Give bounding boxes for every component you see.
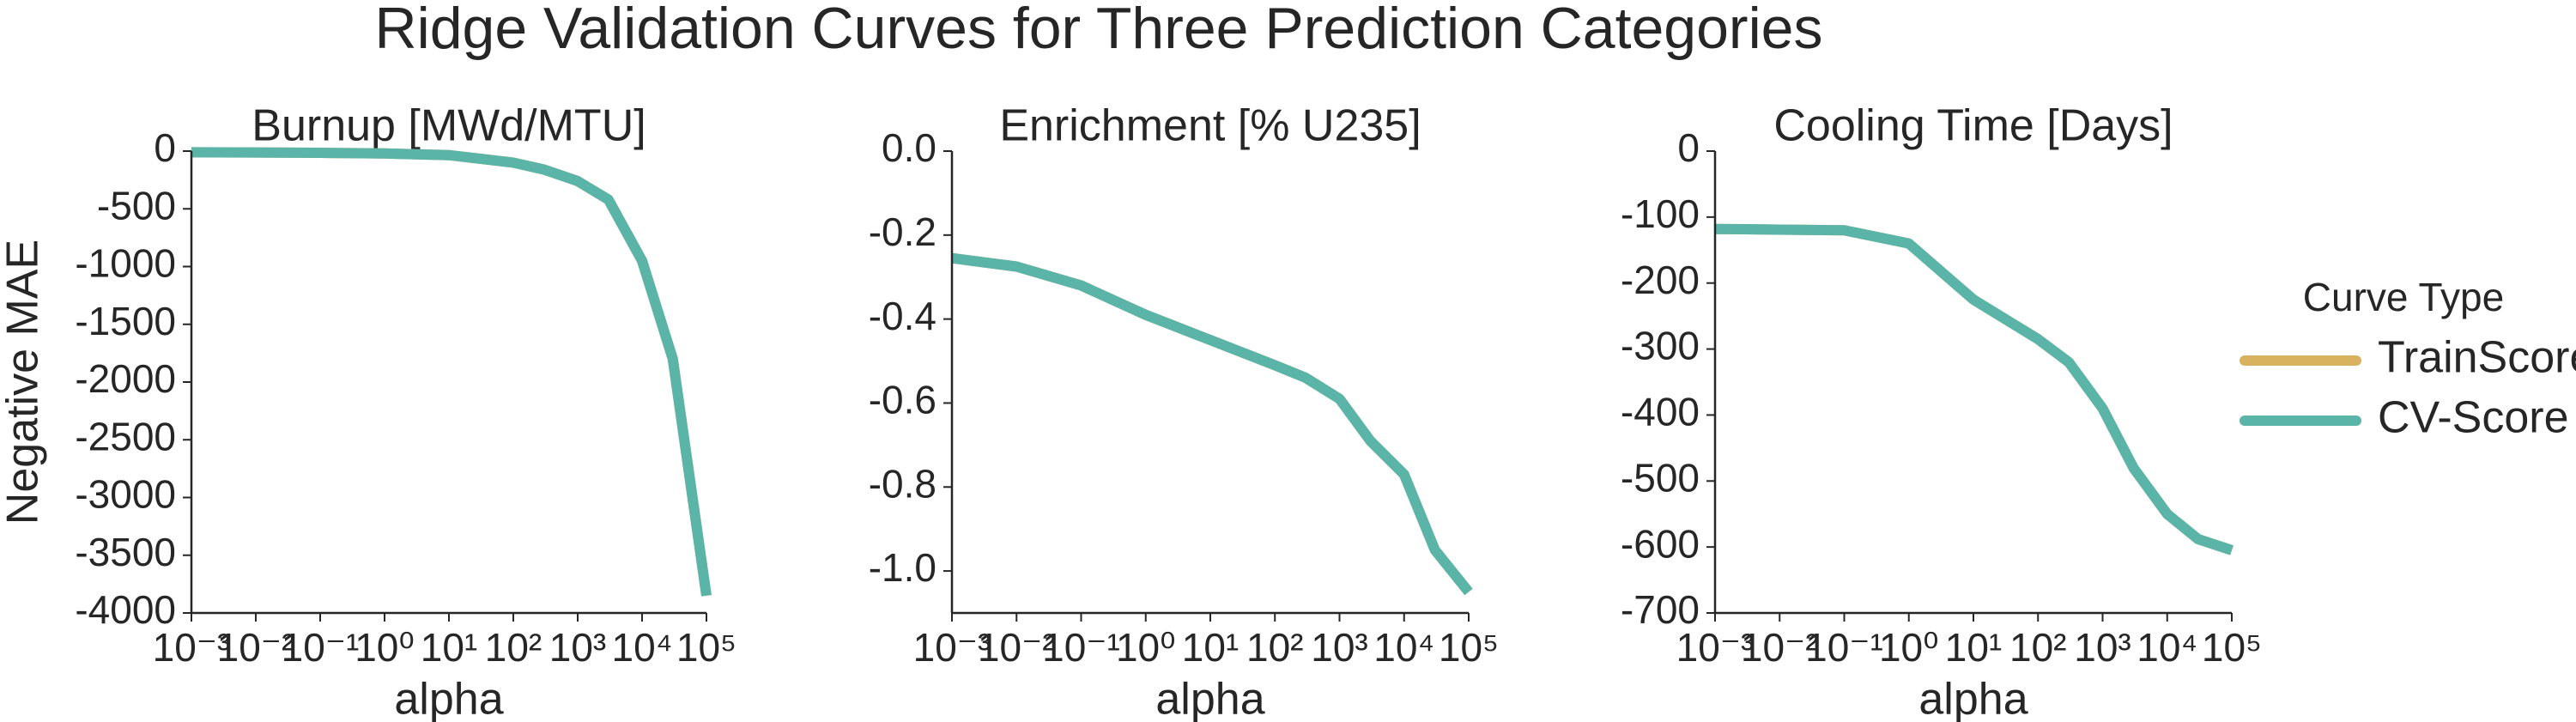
x-tick-label: 10³ — [2074, 625, 2131, 670]
y-tick-label: -2000 — [75, 356, 176, 401]
x-axis-label: alpha — [1155, 675, 1264, 722]
y-tick-label: -3500 — [75, 530, 176, 574]
x-tick-label: 10³ — [549, 625, 606, 670]
y-tick-label: -3000 — [75, 472, 176, 517]
x-axis-label: alpha — [1918, 675, 2027, 722]
y-tick-label: 0 — [1677, 125, 1700, 170]
y-tick-label: 0.0 — [882, 125, 936, 170]
series-line — [191, 147, 712, 597]
legend-label: CV-Score — [2378, 393, 2569, 443]
y-tick-label: -0.8 — [869, 461, 936, 506]
x-tick-label: 10⁴ — [1373, 625, 1434, 670]
x-tick-label: 10⁰ — [1879, 625, 1939, 670]
x-tick-label: 10⁻¹ — [282, 625, 360, 670]
x-tick-label: 10⁻³ — [913, 625, 991, 670]
x-tick-label: 10⁻³ — [153, 625, 231, 670]
series-line — [951, 252, 1473, 596]
y-tick-label: 0 — [154, 125, 176, 170]
y-tick-label: -400 — [1621, 390, 1700, 434]
legend-label: TrainScore — [2378, 333, 2576, 383]
y-tick-label: -2500 — [75, 414, 176, 458]
x-tick-label: 10⁻³ — [1676, 625, 1755, 670]
x-tick-label: 10³ — [1311, 625, 1367, 670]
x-tick-label: 10⁵ — [2202, 625, 2262, 670]
y-tick-label: -0.6 — [869, 378, 936, 422]
x-tick-label: 10⁻¹ — [1042, 625, 1120, 670]
y-tick-label: -300 — [1621, 324, 1700, 368]
y-tick-label: -200 — [1621, 258, 1700, 302]
x-tick-label: 10⁵ — [676, 625, 736, 670]
series-line — [951, 252, 1473, 596]
x-axis-label: alpha — [394, 675, 503, 722]
y-tick-label: -100 — [1621, 191, 1700, 236]
y-tick-label: -0.4 — [869, 294, 936, 338]
y-tick-label: -500 — [97, 183, 176, 228]
x-tick-label: 10¹ — [1182, 625, 1239, 670]
x-tick-label: 10¹ — [1945, 625, 2002, 670]
x-tick-label: 10² — [1246, 625, 1303, 670]
x-tick-label: 10² — [2009, 625, 2066, 670]
y-tick-label: -1.0 — [869, 545, 936, 590]
x-tick-label: 10⁻² — [978, 625, 1056, 670]
x-tick-label: 10⁴ — [2137, 625, 2197, 670]
x-tick-label: 10⁻¹ — [1805, 625, 1883, 670]
axes-title: Enrichment [% U235] — [999, 101, 1421, 151]
x-tick-label: 10⁰ — [355, 625, 415, 670]
y-tick-label: -0.2 — [869, 209, 936, 254]
x-tick-label: 10⁴ — [612, 625, 673, 670]
x-tick-label: 10¹ — [421, 625, 477, 670]
series-line — [191, 147, 712, 597]
y-tick-label: -1000 — [75, 241, 176, 286]
x-tick-label: 10⁰ — [1116, 625, 1176, 670]
x-tick-label: 10² — [485, 625, 542, 670]
x-tick-label: 10⁻² — [1741, 625, 1819, 670]
y-tick-label: -700 — [1621, 587, 1700, 632]
y-tick-label: -500 — [1621, 455, 1700, 500]
y-tick-label: -600 — [1621, 521, 1700, 566]
y-axis-label: Negative MAE — [0, 240, 48, 525]
y-tick-label: -4000 — [75, 587, 176, 632]
y-tick-label: -1500 — [75, 299, 176, 343]
series-line — [1714, 223, 2234, 555]
legend-title: Curve Type — [2303, 275, 2504, 319]
x-tick-label: 10⁵ — [1439, 625, 1499, 670]
figure-title: Ridge Validation Curves for Three Predic… — [374, 0, 1822, 61]
axes-title: Cooling Time [Days] — [1773, 101, 2173, 151]
axes-title: Burnup [MWd/MTU] — [252, 101, 646, 151]
x-tick-label: 10⁻² — [217, 625, 295, 670]
